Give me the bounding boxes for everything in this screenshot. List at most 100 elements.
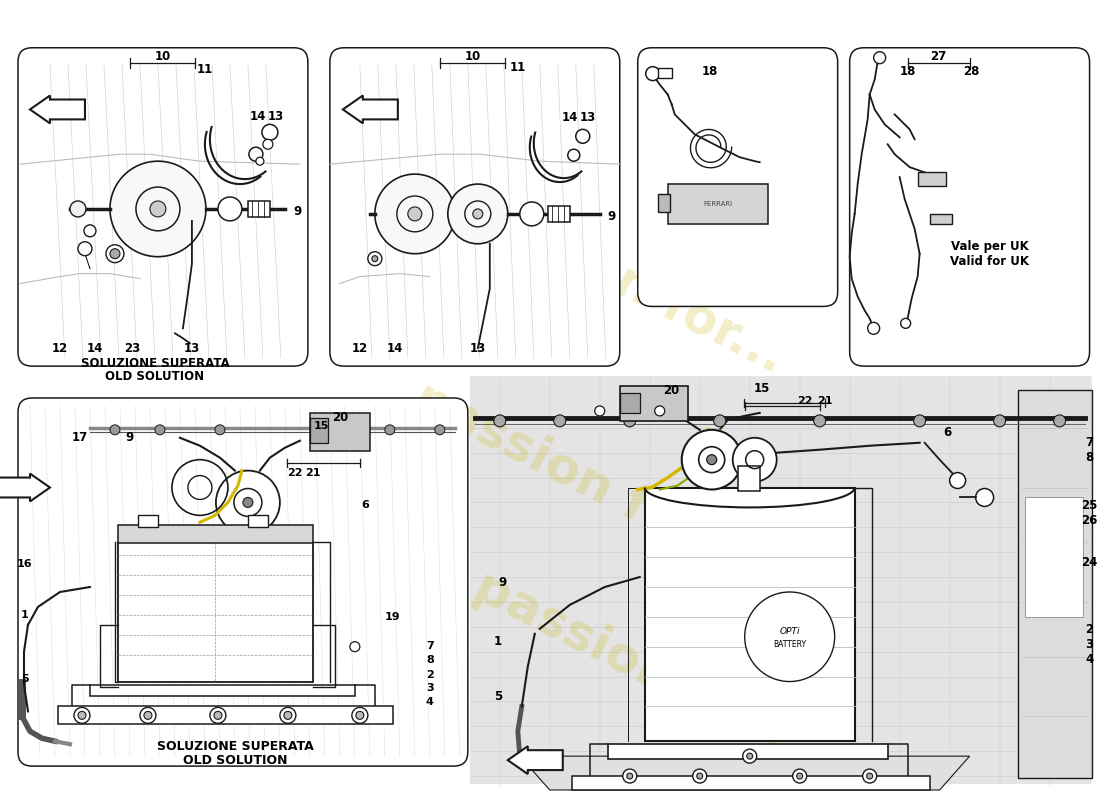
Text: 12: 12 xyxy=(52,342,68,354)
Text: 13: 13 xyxy=(470,342,486,354)
Text: 22: 22 xyxy=(796,396,813,406)
Text: 2: 2 xyxy=(426,670,433,679)
Text: 20: 20 xyxy=(663,383,680,397)
Text: 6: 6 xyxy=(944,426,952,439)
Circle shape xyxy=(210,707,225,723)
Text: 26: 26 xyxy=(1081,514,1098,527)
FancyBboxPatch shape xyxy=(849,48,1090,366)
Circle shape xyxy=(448,184,508,244)
Circle shape xyxy=(568,150,580,161)
Text: 18: 18 xyxy=(702,65,718,78)
Circle shape xyxy=(375,174,454,254)
Circle shape xyxy=(976,489,993,506)
Circle shape xyxy=(993,415,1005,427)
Text: 7: 7 xyxy=(1086,436,1093,450)
Circle shape xyxy=(110,425,120,434)
Bar xyxy=(58,706,393,724)
Text: 9: 9 xyxy=(607,210,616,223)
Polygon shape xyxy=(0,474,50,502)
FancyBboxPatch shape xyxy=(18,398,468,766)
Circle shape xyxy=(249,147,263,161)
Bar xyxy=(619,393,640,413)
Polygon shape xyxy=(520,756,969,790)
Text: 13: 13 xyxy=(267,110,284,123)
Circle shape xyxy=(553,415,565,427)
Circle shape xyxy=(693,769,706,783)
Text: 1: 1 xyxy=(21,610,29,620)
Text: 15: 15 xyxy=(315,421,330,431)
Text: 3: 3 xyxy=(1086,638,1093,651)
Bar xyxy=(1018,390,1091,778)
Text: passion for...: passion for... xyxy=(406,374,754,582)
Bar xyxy=(90,685,355,697)
Bar xyxy=(658,68,672,78)
Circle shape xyxy=(696,773,703,779)
Text: 5: 5 xyxy=(494,690,502,703)
Text: 15: 15 xyxy=(754,382,770,394)
Circle shape xyxy=(350,642,360,652)
Text: 13: 13 xyxy=(184,342,200,354)
Circle shape xyxy=(814,415,826,427)
Circle shape xyxy=(367,252,382,266)
Circle shape xyxy=(385,425,395,434)
Text: 9: 9 xyxy=(498,575,507,589)
Text: 23: 23 xyxy=(124,342,140,354)
Circle shape xyxy=(745,592,835,682)
Circle shape xyxy=(914,415,925,427)
Circle shape xyxy=(218,197,242,221)
Bar xyxy=(1024,498,1082,617)
Text: 5: 5 xyxy=(21,674,29,683)
FancyBboxPatch shape xyxy=(330,48,619,366)
Circle shape xyxy=(408,207,421,221)
Text: 7: 7 xyxy=(426,641,433,650)
Bar xyxy=(248,201,270,217)
Text: SOLUZIONE SUPERATA: SOLUZIONE SUPERATA xyxy=(156,740,314,753)
Circle shape xyxy=(733,438,777,482)
Circle shape xyxy=(868,322,880,334)
Circle shape xyxy=(706,454,717,465)
Bar xyxy=(118,526,312,543)
Text: FERRARI: FERRARI xyxy=(703,201,733,207)
Circle shape xyxy=(867,773,872,779)
Circle shape xyxy=(74,707,90,723)
Text: 10: 10 xyxy=(464,50,481,63)
Circle shape xyxy=(434,425,444,434)
Circle shape xyxy=(315,425,324,434)
Bar xyxy=(118,542,312,682)
Text: 17: 17 xyxy=(72,431,88,444)
Text: 9: 9 xyxy=(125,431,134,444)
Circle shape xyxy=(595,406,605,416)
Circle shape xyxy=(494,415,506,427)
Text: 1: 1 xyxy=(494,635,502,648)
Circle shape xyxy=(140,707,156,723)
Text: 14: 14 xyxy=(387,342,403,354)
Text: 24: 24 xyxy=(1081,556,1098,569)
Circle shape xyxy=(263,139,273,150)
Text: Vale per UK: Vale per UK xyxy=(950,240,1028,254)
FancyBboxPatch shape xyxy=(470,376,1091,784)
Text: 19: 19 xyxy=(385,612,400,622)
Bar xyxy=(619,386,688,421)
Text: 13: 13 xyxy=(580,111,596,124)
Text: BATTERY: BATTERY xyxy=(773,640,806,650)
Circle shape xyxy=(1054,415,1066,427)
Circle shape xyxy=(279,707,296,723)
Circle shape xyxy=(901,318,911,328)
Circle shape xyxy=(284,711,292,719)
Circle shape xyxy=(372,256,377,262)
Circle shape xyxy=(873,52,886,64)
Text: 16: 16 xyxy=(18,559,33,569)
Text: OLD SOLUTION: OLD SOLUTION xyxy=(183,754,287,766)
Circle shape xyxy=(144,711,152,719)
Text: 21: 21 xyxy=(305,467,320,478)
Circle shape xyxy=(627,773,632,779)
Text: 9: 9 xyxy=(294,206,302,218)
Text: 14: 14 xyxy=(562,111,578,124)
Text: 11: 11 xyxy=(197,63,213,76)
Circle shape xyxy=(110,161,206,257)
Polygon shape xyxy=(508,746,563,774)
Text: 14: 14 xyxy=(250,110,266,123)
Circle shape xyxy=(110,249,120,258)
FancyBboxPatch shape xyxy=(18,48,308,366)
Text: SOLUZIONE SUPERATA: SOLUZIONE SUPERATA xyxy=(80,357,229,370)
